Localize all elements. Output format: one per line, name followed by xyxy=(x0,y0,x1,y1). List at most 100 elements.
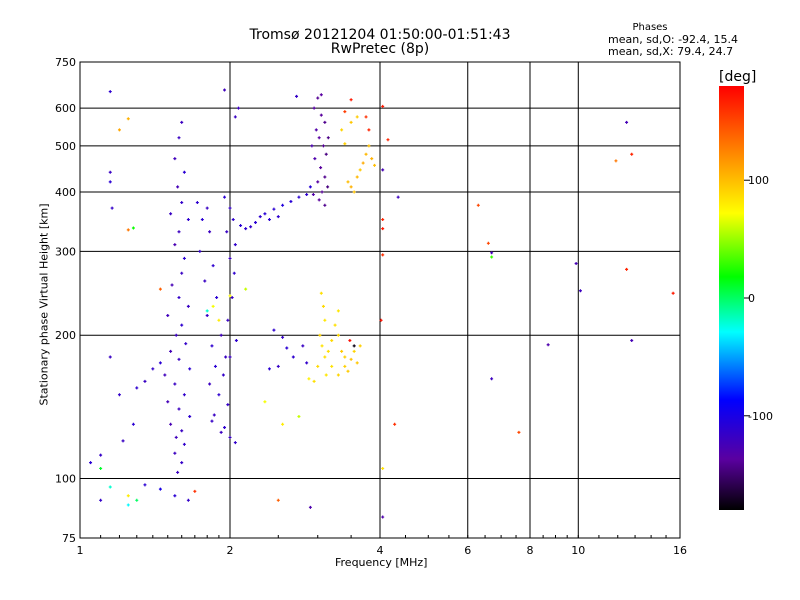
data-point xyxy=(281,203,285,207)
data-point xyxy=(184,342,188,346)
data-point xyxy=(174,435,178,439)
data-point xyxy=(323,355,327,359)
data-point xyxy=(336,333,340,337)
colorbar xyxy=(719,86,744,510)
data-point xyxy=(361,161,365,165)
data-point xyxy=(297,195,301,199)
data-point xyxy=(267,218,271,222)
data-point xyxy=(210,344,214,348)
x-tick-label: 8 xyxy=(527,544,534,557)
data-point xyxy=(276,364,280,368)
data-point xyxy=(208,230,212,234)
chart-subtitle: RwPretec (8p) xyxy=(330,41,430,57)
data-point xyxy=(319,291,323,295)
data-point xyxy=(182,256,186,260)
data-point xyxy=(174,333,178,337)
data-point xyxy=(381,227,385,231)
data-point xyxy=(625,120,629,124)
data-point xyxy=(205,309,209,313)
data-point xyxy=(224,355,228,359)
data-point xyxy=(211,264,215,268)
data-point xyxy=(364,152,368,156)
data-point xyxy=(314,128,318,132)
data-point xyxy=(126,117,130,121)
data-point xyxy=(208,382,212,386)
data-point xyxy=(135,386,139,390)
data-point xyxy=(143,483,147,487)
data-point xyxy=(173,494,177,498)
data-point xyxy=(316,96,320,100)
colorbar-tick-label: 100 xyxy=(748,174,769,187)
data-point xyxy=(169,422,173,426)
data-point xyxy=(233,243,237,247)
data-point xyxy=(169,212,173,216)
data-point xyxy=(169,349,173,353)
data-point xyxy=(228,435,232,439)
x-tick-label: 10 xyxy=(571,544,585,557)
data-point xyxy=(228,294,232,298)
data-point xyxy=(182,393,186,397)
data-point xyxy=(381,466,385,470)
data-point xyxy=(373,163,377,167)
data-point xyxy=(249,225,253,229)
data-point xyxy=(177,136,181,140)
data-point xyxy=(182,442,186,446)
data-point xyxy=(223,88,227,92)
data-point xyxy=(166,314,170,318)
data-point xyxy=(230,296,234,300)
data-point xyxy=(352,190,356,194)
data-point xyxy=(317,198,321,202)
data-point xyxy=(319,166,323,170)
data-point xyxy=(180,429,184,433)
data-point xyxy=(352,344,356,348)
data-point xyxy=(108,355,112,359)
data-point xyxy=(193,489,197,493)
data-point xyxy=(312,379,316,383)
data-point xyxy=(364,115,368,119)
data-point xyxy=(170,283,174,287)
data-point xyxy=(330,338,334,342)
y-tick-label: 750 xyxy=(55,56,76,69)
phase-stats-x: mean, sd,X: 79.4, 24.7 xyxy=(608,45,734,58)
x-tick-label: 16 xyxy=(673,544,687,557)
data-point xyxy=(263,212,267,216)
data-point xyxy=(349,357,353,361)
data-point xyxy=(355,115,359,119)
data-point xyxy=(625,267,629,271)
y-tick-label: 300 xyxy=(55,245,76,258)
data-point xyxy=(355,361,359,365)
data-point xyxy=(630,338,634,342)
data-point xyxy=(180,201,184,205)
data-point xyxy=(228,355,232,359)
data-point xyxy=(173,382,177,386)
data-point xyxy=(358,344,362,348)
data-point xyxy=(324,373,328,377)
data-point xyxy=(348,338,352,342)
data-point xyxy=(231,218,235,222)
data-point xyxy=(490,255,494,259)
data-point xyxy=(393,422,397,426)
data-point xyxy=(326,136,330,140)
data-point xyxy=(323,175,327,179)
data-point xyxy=(176,470,180,474)
data-point xyxy=(630,152,634,156)
data-point xyxy=(228,256,232,260)
data-point xyxy=(223,425,227,429)
colorbar-ticks: 100 0 -100 xyxy=(744,174,773,423)
data-point xyxy=(166,400,170,404)
phase-stats-o: mean, sd,O: -92.4, 15.4 xyxy=(608,33,739,46)
data-point xyxy=(182,170,186,174)
data-point xyxy=(574,261,578,265)
data-point xyxy=(326,185,330,189)
data-point xyxy=(312,106,316,110)
data-point xyxy=(180,271,184,275)
data-point xyxy=(272,328,276,332)
data-point xyxy=(211,304,215,308)
data-point xyxy=(217,318,221,322)
data-point xyxy=(203,279,207,283)
data-point xyxy=(173,243,177,247)
data-point xyxy=(381,104,385,108)
data-point xyxy=(131,422,135,426)
data-point xyxy=(253,221,257,225)
data-point xyxy=(346,369,350,373)
